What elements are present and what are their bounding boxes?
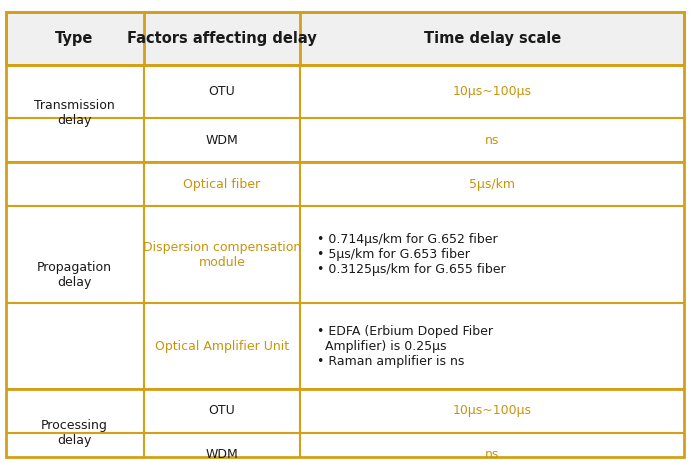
Text: Optical Amplifier Unit: Optical Amplifier Unit	[155, 339, 289, 353]
Text: • EDFA (Erbium Doped Fiber
  Amplifier) is 0.25μs
• Raman amplifier is ns: • EDFA (Erbium Doped Fiber Amplifier) is…	[317, 325, 493, 368]
Text: ns: ns	[485, 133, 500, 147]
Text: Factors affecting delay: Factors affecting delay	[127, 31, 317, 46]
Text: Propagation
delay: Propagation delay	[37, 262, 112, 289]
Bar	[6, 12, 684, 65]
Text: WDM: WDM	[206, 448, 238, 462]
Text: Optical fiber: Optical fiber	[184, 177, 260, 191]
Text: Transmission
delay: Transmission delay	[34, 100, 115, 127]
Text: OTU: OTU	[208, 85, 235, 98]
Text: 10μs~100μs: 10μs~100μs	[453, 404, 532, 418]
Text: • 0.714μs/km for G.652 fiber
• 5μs/km for G.653 fiber
• 0.3125μs/km for G.655 fi: • 0.714μs/km for G.652 fiber • 5μs/km fo…	[317, 233, 506, 276]
Text: Time delay scale: Time delay scale	[424, 31, 561, 46]
Text: 10μs~100μs: 10μs~100μs	[453, 85, 532, 98]
Text: Type: Type	[55, 31, 94, 46]
Text: 5μs/km: 5μs/km	[469, 177, 515, 191]
Text: WDM: WDM	[206, 133, 238, 147]
Text: ns: ns	[485, 448, 500, 462]
Text: Dispersion compensation
module: Dispersion compensation module	[143, 241, 301, 269]
Text: OTU: OTU	[208, 404, 235, 418]
Text: Processing
delay: Processing delay	[41, 419, 108, 447]
